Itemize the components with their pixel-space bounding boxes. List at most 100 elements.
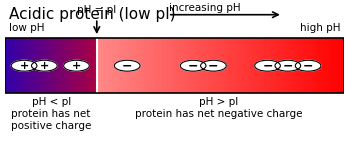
Text: +: +	[40, 61, 49, 71]
Bar	[334, 38, 336, 93]
Bar	[78, 38, 79, 93]
Circle shape	[31, 60, 57, 71]
Bar	[41, 38, 42, 93]
Bar	[341, 38, 344, 93]
Bar	[265, 38, 267, 93]
Bar	[16, 38, 17, 93]
Bar	[17, 38, 19, 93]
Bar	[39, 38, 40, 93]
Circle shape	[275, 60, 301, 71]
Text: −: −	[262, 59, 273, 72]
Bar	[117, 38, 119, 93]
Bar	[24, 38, 26, 93]
Bar	[14, 38, 16, 93]
Bar	[7, 38, 8, 93]
Bar	[287, 38, 290, 93]
Bar	[40, 38, 41, 93]
Bar	[289, 38, 292, 93]
Bar	[48, 38, 50, 93]
Bar	[124, 38, 127, 93]
Bar	[64, 38, 65, 93]
Bar	[339, 38, 342, 93]
Bar	[294, 38, 297, 93]
Bar	[30, 38, 31, 93]
Bar	[262, 38, 265, 93]
Bar	[272, 38, 275, 93]
Bar	[336, 38, 339, 93]
Bar	[43, 38, 44, 93]
Bar	[9, 38, 10, 93]
Bar	[223, 38, 226, 93]
Bar	[99, 38, 102, 93]
Bar	[86, 38, 87, 93]
Bar	[299, 38, 302, 93]
Bar	[114, 38, 117, 93]
Bar	[11, 38, 12, 93]
Bar	[83, 38, 84, 93]
Bar	[316, 38, 319, 93]
Bar	[146, 38, 149, 93]
Text: −: −	[303, 59, 313, 72]
Bar	[277, 38, 280, 93]
Bar	[84, 38, 85, 93]
Bar	[279, 38, 282, 93]
Bar	[237, 38, 240, 93]
Text: pH = pI: pH = pI	[77, 5, 116, 15]
Bar	[95, 38, 96, 93]
Bar	[18, 38, 20, 93]
Bar	[62, 38, 63, 93]
Bar	[166, 38, 169, 93]
Bar	[68, 38, 70, 93]
Bar	[322, 38, 324, 93]
Bar	[93, 38, 95, 93]
Text: Acidic protein (low pI): Acidic protein (low pI)	[9, 7, 176, 22]
Bar	[74, 38, 75, 93]
Text: increasing pH: increasing pH	[169, 3, 241, 13]
Bar	[205, 38, 208, 93]
Bar	[228, 38, 230, 93]
Bar	[161, 38, 164, 93]
Bar	[198, 38, 201, 93]
Bar	[326, 38, 329, 93]
Bar	[79, 38, 80, 93]
Bar	[178, 38, 181, 93]
Bar	[37, 38, 38, 93]
Text: low pH: low pH	[9, 23, 45, 33]
Bar	[225, 38, 228, 93]
Bar	[42, 38, 43, 93]
Bar	[156, 38, 159, 93]
Bar	[48, 38, 49, 93]
Bar	[171, 38, 174, 93]
Bar	[149, 38, 151, 93]
Bar	[309, 38, 312, 93]
Bar	[284, 38, 287, 93]
Bar	[65, 38, 66, 93]
Bar	[89, 38, 90, 93]
Bar	[54, 38, 55, 93]
Circle shape	[63, 60, 89, 71]
Bar	[60, 38, 61, 93]
Bar	[203, 38, 206, 93]
Bar	[73, 38, 74, 93]
Bar	[59, 38, 61, 93]
Bar	[12, 38, 13, 93]
Bar	[245, 38, 248, 93]
Bar	[6, 38, 7, 93]
Bar	[141, 38, 144, 93]
Bar	[33, 38, 34, 93]
Bar	[129, 38, 132, 93]
Bar	[71, 38, 72, 93]
Bar	[186, 38, 188, 93]
Bar	[10, 38, 11, 93]
Bar	[79, 38, 81, 93]
Bar	[200, 38, 203, 93]
Bar	[35, 38, 36, 93]
Bar	[53, 38, 54, 93]
Bar	[44, 38, 45, 93]
Bar	[307, 38, 309, 93]
Bar	[80, 38, 82, 93]
Bar	[107, 38, 109, 93]
Bar	[235, 38, 238, 93]
Bar	[27, 38, 29, 93]
Text: +: +	[19, 61, 29, 71]
